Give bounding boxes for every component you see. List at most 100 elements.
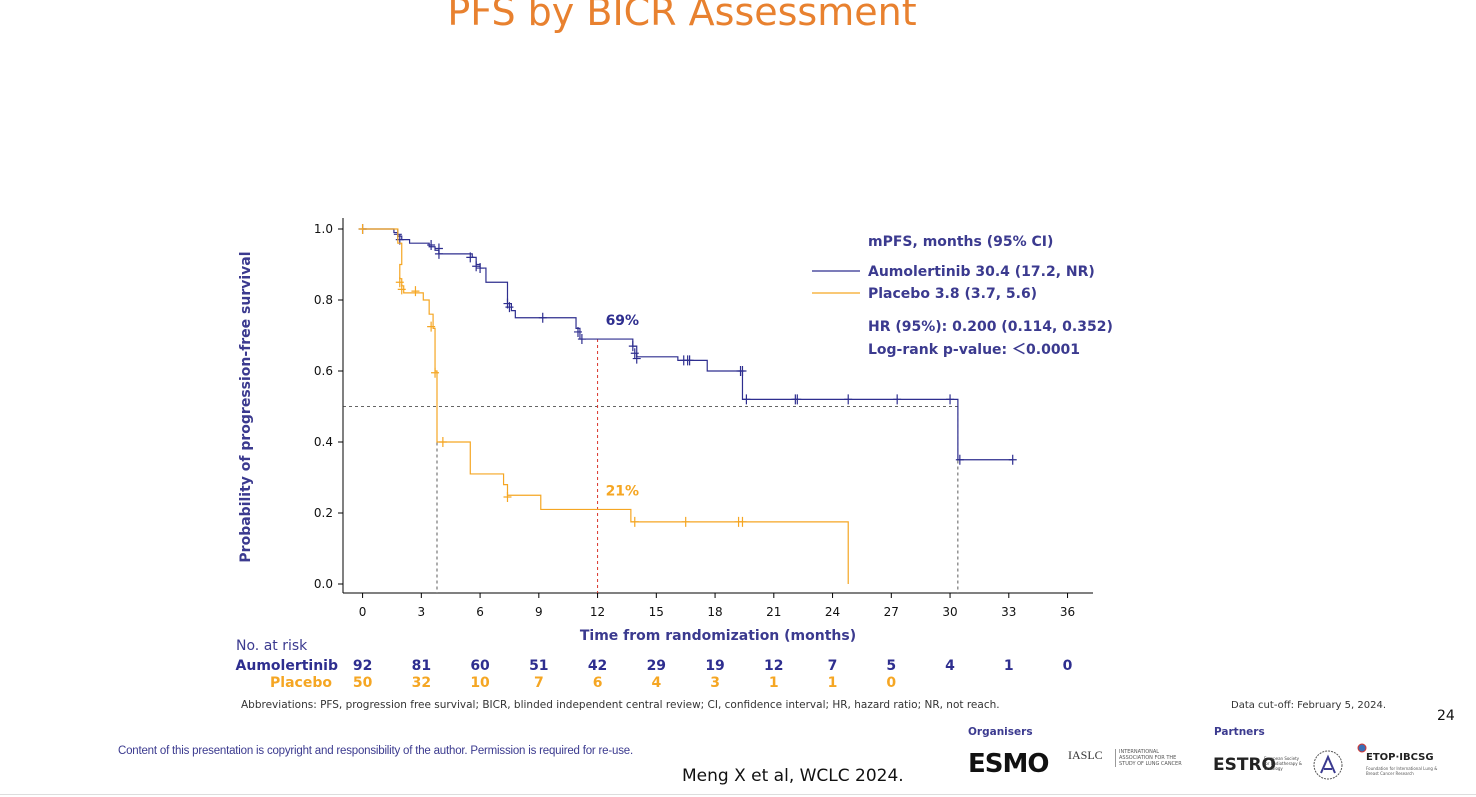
censor-mark-aumolertinib xyxy=(955,454,964,465)
x-tick-label: 30 xyxy=(942,605,957,619)
risk-row-label-placebo: Placebo xyxy=(270,675,332,691)
esmo-logo: ESMO xyxy=(968,749,1049,779)
x-tick-label: 0 xyxy=(359,605,367,619)
x-tick-label: 36 xyxy=(1060,605,1075,619)
society-seal-icon xyxy=(1313,750,1343,780)
x-tick-label: 24 xyxy=(825,605,840,619)
y-axis-title: Probability of progression-free survival xyxy=(238,251,254,562)
censor-mark-aumolertinib xyxy=(685,355,694,366)
censor-mark-aumolertinib xyxy=(577,334,586,345)
legend-entry-label: Aumolertinib 30.4 (17.2, NR) xyxy=(868,264,1095,280)
y-tick-label: 0.8 xyxy=(314,293,333,307)
censor-mark-aumolertinib xyxy=(427,239,436,250)
landmark-label-placebo: 21% xyxy=(606,483,640,499)
data-cutoff-note: Data cut-off: February 5, 2024. xyxy=(1231,700,1386,711)
risk-count: 1 xyxy=(1003,658,1014,674)
risk-count: 12 xyxy=(764,658,784,674)
legend-entry-label: Placebo 3.8 (3.7, 5.6) xyxy=(868,286,1037,302)
risk-count: 92 xyxy=(352,658,373,674)
x-tick-label: 6 xyxy=(476,605,484,619)
risk-count: 19 xyxy=(705,658,725,674)
censor-mark-placebo xyxy=(738,516,747,527)
copyright-note: Content of this presentation is copyrigh… xyxy=(118,745,633,757)
risk-count: 4 xyxy=(945,658,955,674)
censor-mark-aumolertinib xyxy=(738,366,747,376)
estro-logo: ESTRO xyxy=(1213,755,1276,775)
censor-mark-placebo xyxy=(395,277,404,288)
y-tick-label: 0.2 xyxy=(314,506,333,520)
landmark-label-aumolertinib: 69% xyxy=(606,313,640,329)
censor-mark-aumolertinib xyxy=(466,252,475,263)
censor-mark-aumolertinib xyxy=(573,326,582,337)
y-tick-label: 1.0 xyxy=(314,222,333,236)
etop-ibcsg-logo: ETOP·IBCSG xyxy=(1366,752,1434,763)
page-number: 24 xyxy=(1437,708,1455,724)
etop-ibcsg-logo-subtitle: Foundation for International Lung & Brea… xyxy=(1366,766,1438,776)
censor-mark-aumolertinib xyxy=(630,348,639,359)
risk-count: 1 xyxy=(768,675,779,691)
page-title: PFS by BICR Assessment xyxy=(447,0,917,34)
censor-mark-placebo xyxy=(438,437,447,447)
risk-table-title: No. at risk xyxy=(236,638,308,654)
risk-row-label-aumolertinib: Aumolertinib xyxy=(235,658,338,674)
risk-count: 60 xyxy=(470,658,490,674)
censor-mark-placebo xyxy=(427,321,436,332)
x-tick-label: 18 xyxy=(707,605,722,619)
y-tick-label: 0.4 xyxy=(314,435,333,449)
footer-divider xyxy=(0,794,1476,795)
x-tick-label: 3 xyxy=(418,605,426,619)
risk-count: 42 xyxy=(587,658,608,674)
censor-mark-aumolertinib xyxy=(793,394,802,405)
censor-mark-placebo xyxy=(431,367,440,378)
risk-count: 7 xyxy=(533,675,544,691)
censor-mark-placebo xyxy=(503,492,512,503)
logrank-text: Log-rank p-value: ＜0.0001 xyxy=(868,342,1080,358)
risk-count: 5 xyxy=(886,658,897,674)
censor-mark-aumolertinib xyxy=(505,302,514,313)
censor-mark-placebo xyxy=(397,284,406,295)
censor-mark-placebo xyxy=(630,516,639,527)
km-curve-placebo xyxy=(362,228,849,584)
x-tick-label: 9 xyxy=(535,605,543,619)
censor-mark-aumolertinib xyxy=(632,353,641,364)
risk-count: 0 xyxy=(1062,658,1073,674)
citation: Meng X et al, WCLC 2024. xyxy=(682,766,904,786)
censor-mark-aumolertinib xyxy=(628,341,637,352)
x-tick-label: 15 xyxy=(649,605,664,619)
estro-logo-subtitle: European Society for Radiotherapy & Onco… xyxy=(1264,756,1302,771)
x-tick-label: 12 xyxy=(590,605,605,619)
censor-mark-aumolertinib xyxy=(844,394,853,405)
censor-mark-aumolertinib xyxy=(742,394,751,405)
censor-mark-aumolertinib xyxy=(893,394,902,405)
organisers-label: Organisers xyxy=(968,726,1033,738)
x-tick-label: 21 xyxy=(766,605,781,619)
risk-count: 7 xyxy=(827,658,838,674)
x-axis-title: Time from randomization (months) xyxy=(580,628,856,644)
censor-mark-aumolertinib xyxy=(946,394,955,405)
iaslc-logo: IASLC xyxy=(1068,748,1103,762)
risk-count: 3 xyxy=(710,675,720,691)
legend-header: mPFS, months (95% CI) xyxy=(868,234,1053,250)
abbreviations-note: Abbreviations: PFS, progression free sur… xyxy=(241,699,1000,711)
x-tick-label: 33 xyxy=(1001,605,1016,619)
risk-count: 50 xyxy=(352,675,373,691)
censor-mark-placebo xyxy=(681,516,690,527)
censor-mark-aumolertinib xyxy=(434,248,443,259)
iaslc-logo-subtitle: INTERNATIONAL ASSOCIATION FOR THE STUDY … xyxy=(1115,749,1189,767)
risk-count: 0 xyxy=(886,675,897,691)
y-tick-label: 0.6 xyxy=(314,364,333,378)
km-curve-aumolertinib xyxy=(362,228,1013,461)
censor-mark-aumolertinib xyxy=(538,312,547,323)
censor-mark-aumolertinib xyxy=(476,263,485,274)
partners-label: Partners xyxy=(1214,726,1265,738)
risk-count: 32 xyxy=(411,675,432,691)
risk-count: 81 xyxy=(411,658,432,674)
risk-count: 29 xyxy=(646,658,667,674)
censor-mark-aumolertinib xyxy=(1008,454,1017,465)
hazard-ratio-text: HR (95%): 0.200 (0.114, 0.352) xyxy=(868,319,1113,335)
etop-globe-icon xyxy=(1357,743,1367,753)
censor-mark-placebo xyxy=(411,286,420,297)
y-tick-label: 0.0 xyxy=(314,577,333,591)
censor-mark-placebo xyxy=(358,224,367,234)
